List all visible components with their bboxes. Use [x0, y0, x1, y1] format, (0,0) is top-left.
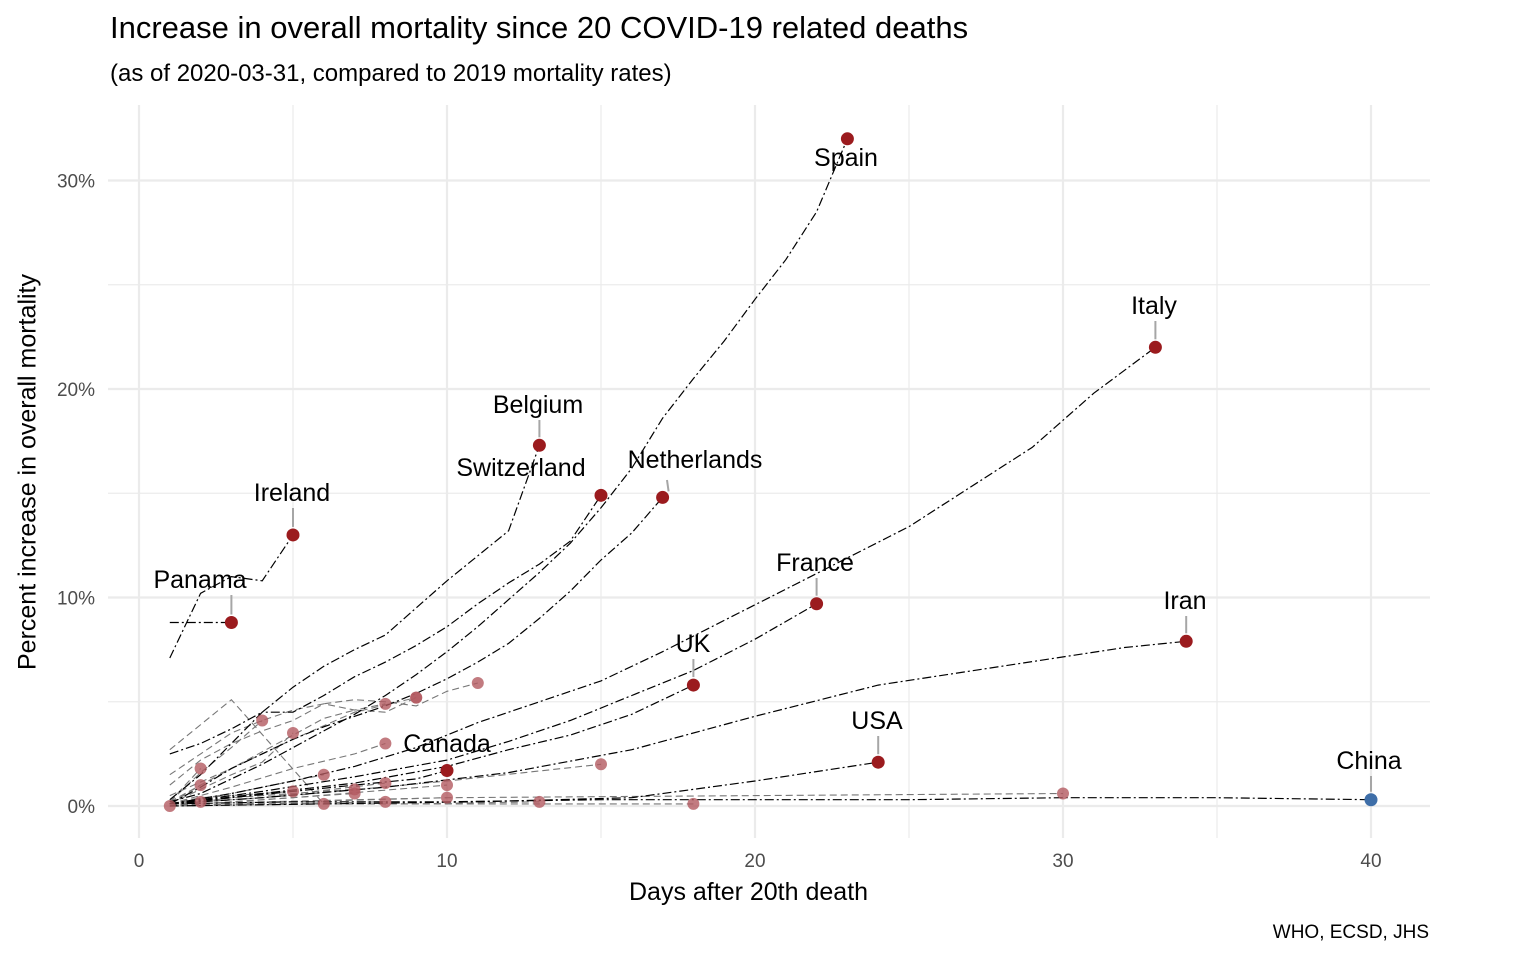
- data-point-switzerland: [594, 488, 608, 502]
- x-axis-label: Days after 20th death: [629, 878, 869, 906]
- data-point: [441, 791, 453, 804]
- data-point: [687, 797, 700, 810]
- series-line-usa: [169, 761, 879, 807]
- data-point-netherlands: [656, 490, 670, 504]
- series-line: [169, 792, 1064, 805]
- series-label-belgium: Belgium: [493, 391, 583, 419]
- data-point: [194, 795, 207, 808]
- series-label-uk: UK: [676, 630, 711, 658]
- series-line-france: [169, 603, 817, 805]
- series-lines: [169, 138, 1372, 807]
- y-axis-label: Percent increase in overall mortality: [13, 274, 42, 670]
- series-line: [169, 742, 386, 805]
- x-tick-label: 0: [134, 851, 145, 872]
- chart-caption: WHO, ECSD, JHS: [1272, 922, 1429, 943]
- data-point: [287, 727, 299, 740]
- series-line: [169, 732, 294, 805]
- data-point: [256, 714, 269, 727]
- y-tick-label: 10%: [57, 589, 95, 610]
- y-tick-label: 30%: [57, 172, 95, 193]
- data-point-belgium: [532, 438, 546, 452]
- x-tick-label: 30: [1052, 851, 1073, 872]
- series-line-iran: [169, 640, 1187, 805]
- data-point: [379, 777, 392, 790]
- data-point: [595, 758, 607, 771]
- x-tick-label: 20: [744, 851, 765, 872]
- data-point: [163, 800, 176, 812]
- data-point: [379, 697, 392, 710]
- series-line-belgium: [169, 445, 540, 755]
- series-line-canada: [169, 770, 448, 805]
- data-point-spain: [840, 132, 854, 146]
- data-point: [317, 797, 330, 810]
- data-point: [1057, 787, 1069, 800]
- data-point: [194, 779, 207, 792]
- data-point: [441, 779, 453, 792]
- axis-ticks: 0 10 20 30 40 0% 10% 20% 30%: [57, 172, 1382, 873]
- series-line-ireland: [169, 534, 294, 659]
- y-tick-label: 0%: [68, 797, 96, 818]
- series-label-france: France: [776, 549, 854, 577]
- data-point: [379, 795, 392, 808]
- series-line-netherlands: [169, 497, 664, 805]
- series-line: [169, 788, 355, 807]
- series-label-switzerland: Switzerland: [456, 454, 585, 482]
- data-point-panama: [224, 616, 238, 630]
- data-point: [317, 768, 330, 781]
- data-point: [194, 762, 207, 775]
- series-line-uk: [169, 684, 694, 805]
- data-point: [287, 785, 299, 798]
- series-labels: Spain Italy Belgium Switzerland Netherlands I…: [153, 144, 1401, 775]
- data-point-uk: [686, 678, 700, 692]
- series-line: [169, 697, 417, 803]
- data-point: [533, 795, 546, 808]
- series-line: [169, 698, 325, 805]
- data-point-china: [1364, 793, 1378, 807]
- series-label-netherlands: Netherlands: [628, 446, 763, 474]
- data-point-usa: [871, 755, 885, 769]
- series-line: [169, 703, 386, 776]
- series-line-spain: [169, 138, 848, 803]
- x-tick-label: 40: [1360, 851, 1381, 872]
- series-line-switzerland: [169, 494, 602, 801]
- y-tick-label: 20%: [57, 380, 95, 401]
- series-label-iran: Iran: [1163, 587, 1206, 615]
- data-point: [410, 691, 423, 704]
- label-leaders: [230, 321, 1372, 792]
- series-endpoints: [163, 132, 1378, 812]
- data-point-france: [810, 597, 824, 611]
- data-point: [348, 787, 361, 800]
- x-tick-label: 10: [436, 851, 457, 872]
- data-point-italy: [1148, 340, 1162, 354]
- data-point: [471, 676, 484, 689]
- label-leader: [666, 479, 670, 492]
- series-line: [169, 801, 386, 807]
- series-line: [169, 720, 263, 803]
- series-label-canada: Canada: [403, 730, 491, 758]
- chart-subtitle: (as of 2020-03-31, compared to 2019 mort…: [110, 60, 672, 87]
- series-line: [169, 792, 355, 807]
- series-label-panama: Panama: [153, 566, 246, 594]
- series-label-china: China: [1336, 747, 1401, 775]
- series-label-italy: Italy: [1131, 292, 1177, 320]
- data-point-canada: [440, 764, 454, 778]
- data-point-iran: [1179, 634, 1193, 648]
- data-point-ireland: [286, 528, 300, 542]
- series-label-spain: Spain: [814, 144, 878, 172]
- series-label-ireland: Ireland: [254, 479, 330, 507]
- series-line: [169, 768, 202, 803]
- series-line-china: [169, 797, 1372, 805]
- series-line: [169, 682, 478, 786]
- data-point: [379, 737, 392, 750]
- series-label-usa: USA: [851, 707, 903, 735]
- chart-title: Increase in overall mortality since 20 C…: [110, 10, 969, 45]
- series-line-italy: [169, 346, 1156, 805]
